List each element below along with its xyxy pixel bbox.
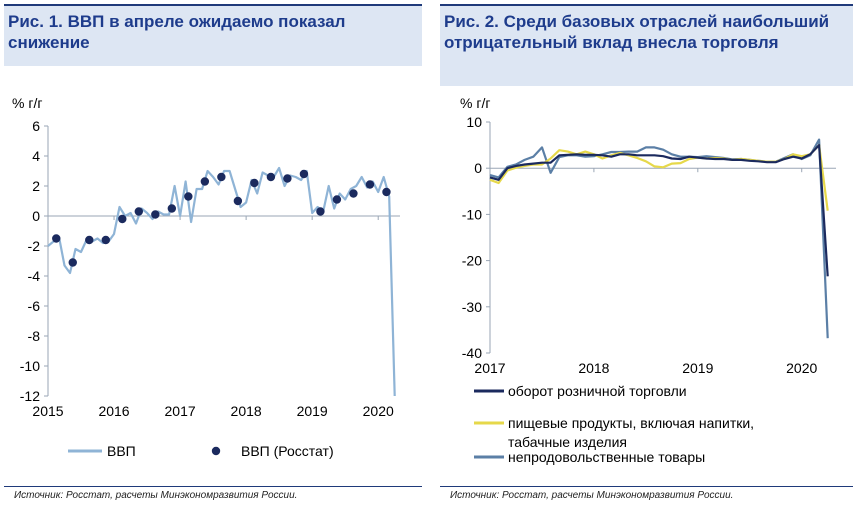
- gdp-rosstat-point: [68, 258, 77, 267]
- gdp-rosstat-point: [52, 234, 61, 243]
- y-tick-label: 2: [32, 178, 40, 194]
- y-tick-label: -20: [462, 253, 482, 269]
- gdp-rosstat-point: [101, 235, 110, 245]
- legend-label-gdp-rosstat: ВВП (Росстат): [241, 443, 334, 459]
- x-tick-label: 2015: [32, 403, 63, 419]
- left-chart-title: Рис. 1. ВВП в апреле ожидаемо показал сн…: [8, 12, 346, 52]
- gdp-rosstat-point: [332, 195, 342, 204]
- right-chart-panel: Рис. 2. Среди базовых отраслей наибольши…: [440, 4, 853, 509]
- right-source-note: Источник: Росстат, расчеты Минэкономразв…: [450, 490, 734, 501]
- gdp-rosstat-point: [283, 174, 292, 183]
- legend-label-food-line2: табачные изделия: [508, 434, 627, 450]
- gdp-rosstat-point: [85, 235, 94, 245]
- y-tick-label: -4: [28, 268, 41, 284]
- y-tick-label: 10: [466, 114, 482, 130]
- x-tick-label: 2016: [98, 403, 129, 419]
- legend-label-retail: оборот розничной торговли: [508, 383, 687, 399]
- y-tick-label: -30: [462, 299, 482, 315]
- right-source-divider: [440, 486, 853, 487]
- left-chart-panel: Рис. 1. ВВП в апреле ожидаемо показал сн…: [4, 4, 422, 509]
- y-tick-label: -12: [20, 388, 40, 404]
- gdp-rosstat-point: [349, 189, 358, 198]
- y-tick-label: -2: [28, 238, 41, 254]
- gdp-rosstat-point: [299, 169, 309, 179]
- gdp-rosstat-point: [217, 172, 226, 182]
- gdp-rosstat-point: [200, 177, 210, 186]
- y-axis-unit-label: % г/г: [460, 95, 490, 111]
- gdp-rosstat-point: [118, 214, 127, 224]
- y-tick-label: 6: [32, 118, 40, 134]
- x-tick-label: 2020: [363, 403, 394, 419]
- gdp-rosstat-point: [250, 178, 259, 188]
- gdp-rosstat-point: [365, 180, 375, 189]
- series-line-steel: [489, 138, 829, 339]
- left-chart-header: Рис. 1. ВВП в апреле ожидаемо показал сн…: [4, 4, 422, 66]
- y-tick-label: -40: [462, 345, 482, 361]
- gdp-rosstat-point: [151, 210, 160, 219]
- y-tick-label: -10: [20, 358, 40, 374]
- legend-swatch-gdp-rosstat: [211, 446, 221, 456]
- x-tick-label: 2017: [474, 360, 505, 376]
- x-tick-label: 2020: [786, 360, 817, 376]
- y-tick-label: 0: [32, 208, 40, 224]
- legend-label-nonfood: непродовольственные товары: [508, 449, 705, 465]
- x-tick-label: 2018: [231, 403, 262, 419]
- x-tick-label: 2018: [578, 360, 609, 376]
- gdp-series-line: [47, 166, 396, 397]
- x-tick-label: 2019: [682, 360, 713, 376]
- y-tick-label: -6: [28, 298, 41, 314]
- legend-label-food-line1: пищевые продукты, включая напитки,: [508, 415, 754, 431]
- right-chart-title: Рис. 2. Среди базовых отраслей наибольши…: [444, 12, 830, 52]
- left-source-note: Источник: Росстат, расчеты Минэкономразв…: [14, 490, 298, 501]
- gdp-rosstat-point: [134, 207, 144, 216]
- gdp-rosstat-point: [382, 187, 391, 197]
- right-chart-header: Рис. 2. Среди базовых отраслей наибольши…: [440, 4, 853, 86]
- left-source-divider: [4, 486, 422, 487]
- x-tick-label: 2017: [165, 403, 196, 419]
- gdp-rosstat-point: [266, 172, 276, 182]
- y-tick-label: -10: [462, 206, 482, 222]
- y-tick-label: -8: [28, 328, 41, 344]
- gdp-rosstat-point: [316, 207, 325, 216]
- series-line-navy: [489, 143, 829, 277]
- gdp-rosstat-point: [184, 192, 193, 201]
- x-tick-label: 2019: [297, 403, 328, 419]
- y-axis-unit-label: % г/г: [12, 95, 42, 111]
- legend-label-gdp: ВВП: [107, 443, 136, 459]
- gdp-rosstat-point: [167, 204, 177, 213]
- y-tick-label: 0: [474, 160, 482, 176]
- gdp-rosstat-point: [233, 196, 243, 206]
- y-tick-label: 4: [32, 148, 40, 164]
